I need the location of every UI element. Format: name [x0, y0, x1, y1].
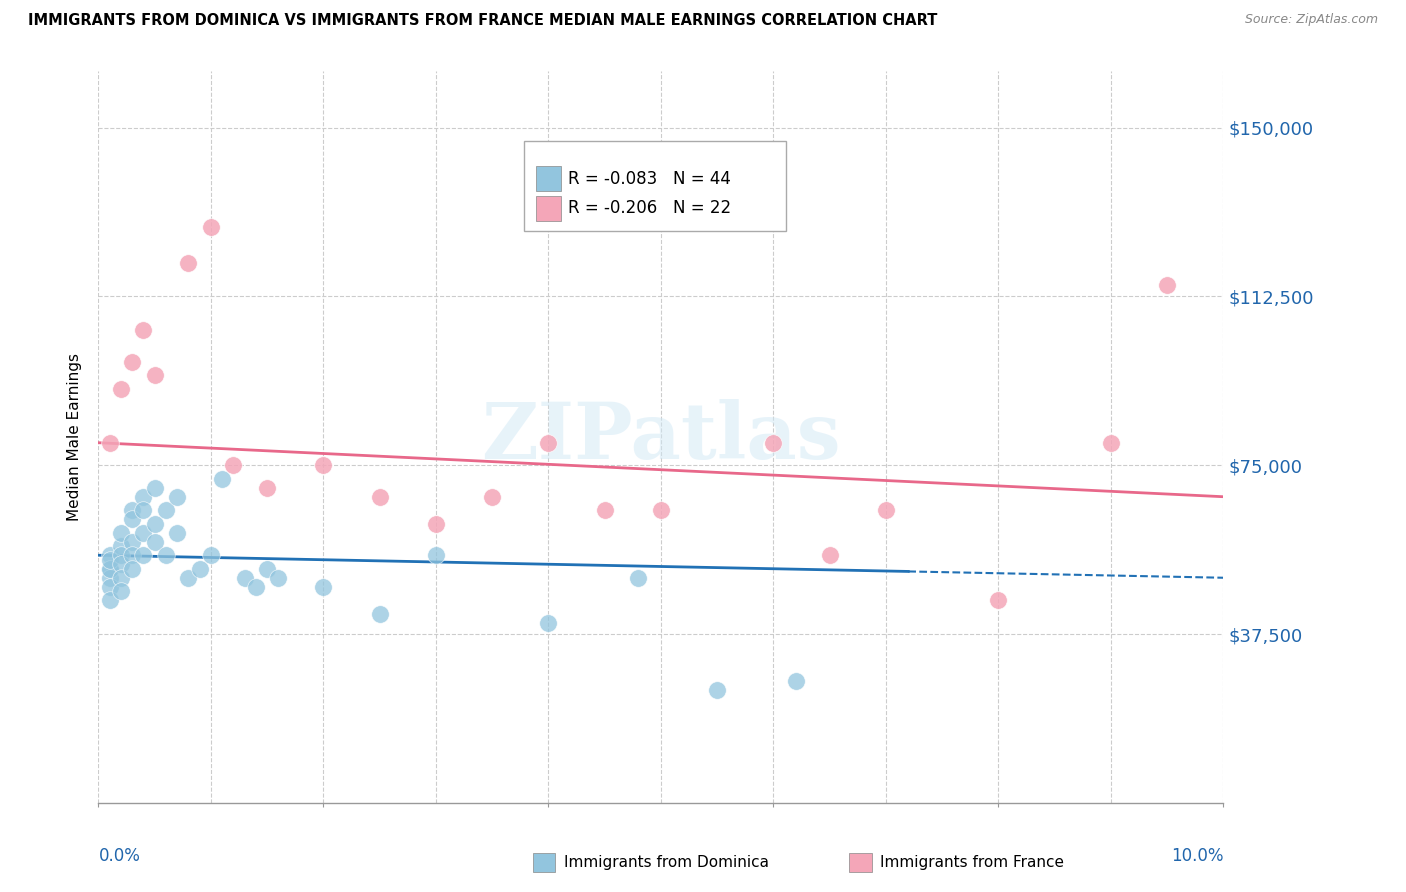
- Text: 0.0%: 0.0%: [98, 847, 141, 864]
- Point: [537, 435, 560, 450]
- Point: [121, 354, 143, 368]
- Point: [98, 593, 121, 607]
- Point: [110, 548, 132, 562]
- Point: [177, 255, 200, 269]
- Point: [110, 525, 132, 540]
- Point: [110, 539, 132, 553]
- Point: [98, 548, 121, 562]
- Point: [98, 553, 121, 567]
- Point: [188, 562, 211, 576]
- Point: [98, 435, 121, 450]
- Point: [143, 534, 166, 549]
- Text: 10.0%: 10.0%: [1171, 847, 1223, 864]
- Point: [143, 481, 166, 495]
- Point: [762, 435, 785, 450]
- Point: [245, 580, 267, 594]
- Point: [143, 516, 166, 531]
- Point: [110, 558, 132, 572]
- Point: [537, 615, 560, 630]
- Text: IMMIGRANTS FROM DOMINICA VS IMMIGRANTS FROM FRANCE MEDIAN MALE EARNINGS CORRELAT: IMMIGRANTS FROM DOMINICA VS IMMIGRANTS F…: [28, 13, 938, 29]
- Point: [312, 580, 335, 594]
- Text: ZIPatlas: ZIPatlas: [481, 399, 841, 475]
- Point: [155, 548, 177, 562]
- Point: [132, 548, 155, 562]
- Point: [110, 382, 132, 396]
- Point: [143, 368, 166, 383]
- Point: [200, 548, 222, 562]
- Point: [267, 571, 290, 585]
- Point: [177, 571, 200, 585]
- Point: [200, 219, 222, 234]
- Point: [132, 490, 155, 504]
- Point: [368, 607, 391, 621]
- Point: [481, 490, 503, 504]
- Point: [98, 562, 121, 576]
- Point: [132, 323, 155, 337]
- Point: [211, 472, 233, 486]
- Text: Immigrants from France: Immigrants from France: [880, 855, 1064, 870]
- Point: [98, 562, 121, 576]
- Point: [650, 503, 672, 517]
- Point: [121, 512, 143, 526]
- Point: [1156, 278, 1178, 293]
- Point: [110, 584, 132, 599]
- Point: [425, 516, 447, 531]
- Point: [785, 674, 807, 689]
- Point: [368, 490, 391, 504]
- Text: Source: ZipAtlas.com: Source: ZipAtlas.com: [1244, 13, 1378, 27]
- Text: R = -0.083   N = 44: R = -0.083 N = 44: [568, 169, 731, 188]
- Point: [121, 548, 143, 562]
- Y-axis label: Median Male Earnings: Median Male Earnings: [67, 353, 83, 521]
- Point: [98, 580, 121, 594]
- Point: [256, 481, 278, 495]
- Text: R = -0.206   N = 22: R = -0.206 N = 22: [568, 199, 731, 218]
- Point: [593, 503, 616, 517]
- Point: [818, 548, 841, 562]
- Point: [132, 503, 155, 517]
- Text: Immigrants from Dominica: Immigrants from Dominica: [564, 855, 769, 870]
- Point: [121, 562, 143, 576]
- Point: [121, 503, 143, 517]
- Point: [132, 525, 155, 540]
- Point: [312, 458, 335, 473]
- Point: [110, 571, 132, 585]
- Point: [155, 503, 177, 517]
- Point: [627, 571, 650, 585]
- Point: [256, 562, 278, 576]
- Point: [166, 490, 188, 504]
- Point: [706, 683, 728, 698]
- Point: [875, 503, 897, 517]
- Point: [425, 548, 447, 562]
- Point: [987, 593, 1010, 607]
- Point: [222, 458, 245, 473]
- Point: [121, 534, 143, 549]
- Point: [1099, 435, 1122, 450]
- Point: [166, 525, 188, 540]
- Point: [98, 571, 121, 585]
- Point: [233, 571, 256, 585]
